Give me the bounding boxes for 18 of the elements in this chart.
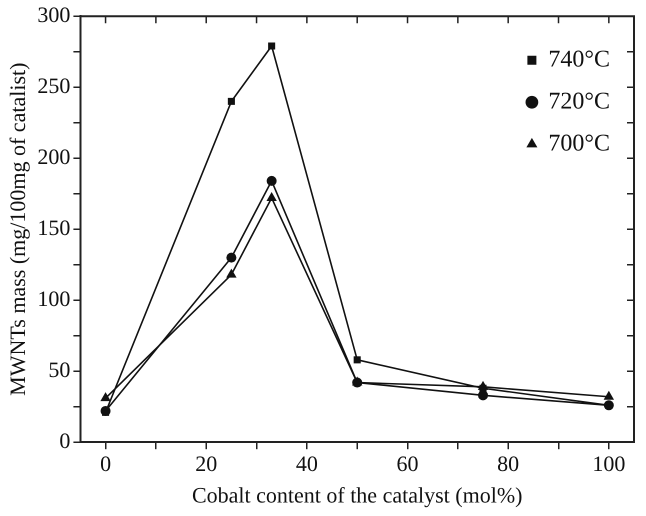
legend-label: 720°C [548,88,610,114]
y-tick-label: 0 [59,428,70,453]
x-axis-title: Cobalt content of the catalyst (mol%) [192,482,522,508]
x-tick-label: 100 [592,451,626,476]
y-tick-label: 300 [37,2,70,27]
y-axis-title: MWNTs mass (mg/100mg of catalist) [4,62,30,396]
y-tick-label: 200 [37,144,70,169]
x-tick-label: 60 [396,451,419,476]
legend-label: 740°C [548,46,610,72]
x-tick-label: 80 [497,451,520,476]
y-tick-label: 50 [48,356,70,382]
x-tick-label: 0 [100,451,112,476]
x-tick-label: 40 [296,451,318,476]
x-tick-label: 20 [195,451,218,476]
y-tick-label: 100 [37,286,70,311]
y-tick-label: 250 [37,72,70,98]
y-tick-label: 150 [37,214,70,240]
legend-label: 700°C [548,130,610,156]
